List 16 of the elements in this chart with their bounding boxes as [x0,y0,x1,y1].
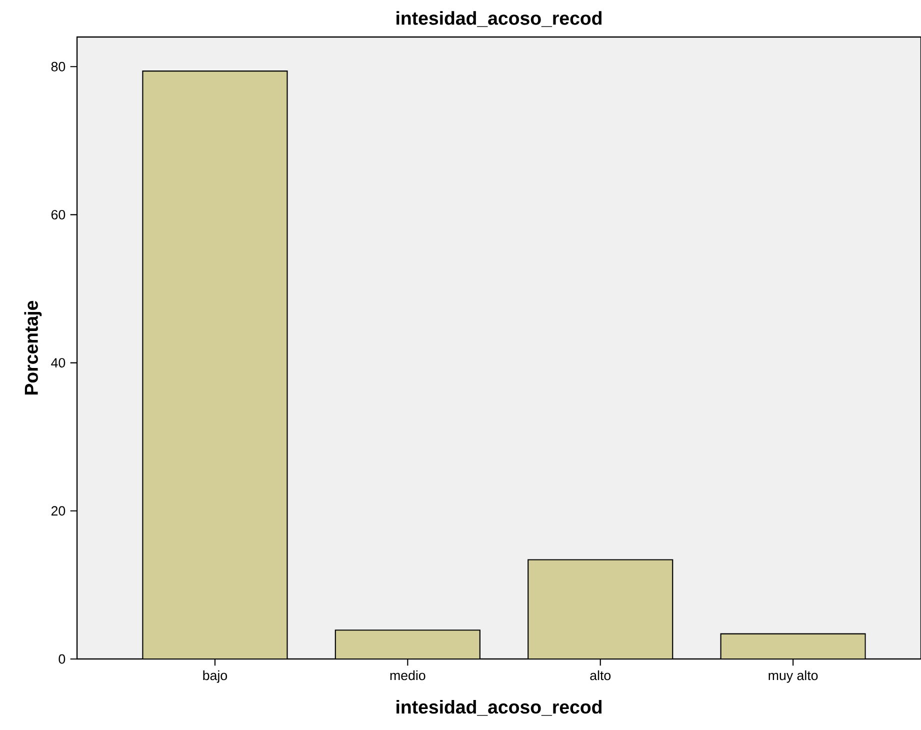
y-tick-label: 40 [51,358,66,368]
y-tick-label: 60 [51,210,66,220]
y-tick-label: 20 [51,506,66,516]
chart-title: intesidad_acoso_recod [396,11,602,27]
y-axis-title: Porcentaje [24,300,42,394]
y-tick-label: 0 [58,654,66,664]
x-tick-label: alto [590,670,611,680]
x-tick-label: medio [390,670,426,680]
x-tick-label: bajo [203,670,228,683]
x-axis-title: intesidad_acoso_recod [396,700,602,716]
bar [528,559,674,659]
bar [720,633,866,659]
x-tick-label: muy alto [768,670,818,683]
bar [335,630,480,659]
bar [142,70,288,659]
y-tick-label: 80 [51,62,66,72]
